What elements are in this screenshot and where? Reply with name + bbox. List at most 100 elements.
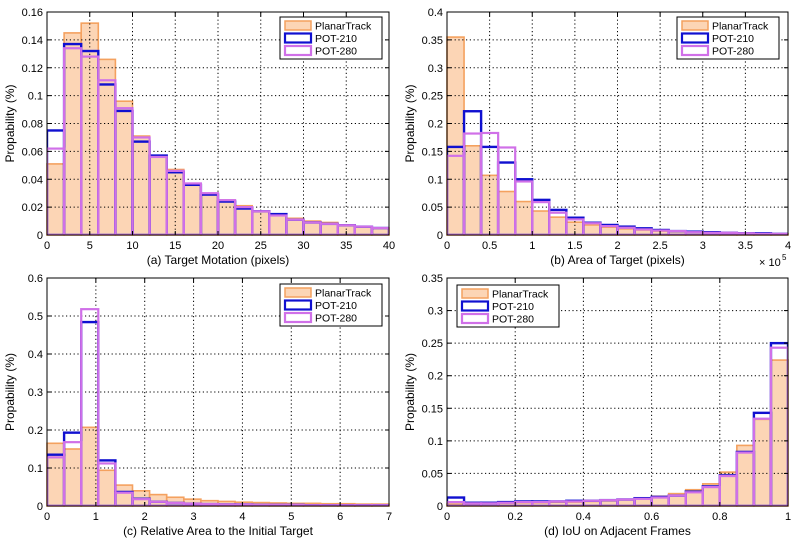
y-tick-label: 0 [437,501,443,513]
y-tick-label: 0.1 [28,91,43,103]
legend-swatch-0 [284,20,312,31]
x-tick-label: 10 [126,240,138,252]
bar-planartrack-8 [582,224,602,236]
bar-planartrack-6 [148,154,168,236]
x-tick-label: 1 [529,240,535,252]
y-axis-label: Propability (%) [403,353,417,431]
x-axis-label: (a) Target Motation (pixels) [147,253,290,267]
bar-planartrack-3 [97,58,117,236]
legend-label-0: PlanarTrack [315,21,372,33]
x-tick-label: 20 [212,240,224,252]
x-tick-label: 15 [169,240,181,252]
y-tick-label: 0.25 [422,338,443,350]
bar-planartrack-7 [165,496,185,507]
legend-swatch-0 [681,20,709,31]
y-tick-label: 0 [37,501,43,513]
chart-panel-3: 0 0.2 0.4 0.6 0.8 1 0 0.05 0.1 0.15 0.2 0.25 0.3 0.35… [403,273,791,538]
y-tick-label: 0.04 [22,174,43,186]
x-tick-label: 0 [44,511,50,523]
x-tick-label: 35 [340,240,352,252]
bar-planartrack-10 [217,199,236,236]
y-tick-label: 0.2 [428,119,443,131]
bar-planartrack-8 [183,184,202,236]
bar-pot280-3 [97,462,117,506]
y-tick-label: 0.4 [428,7,443,19]
x-tick-label: 2 [142,511,148,523]
y-axis-label: Propability (%) [3,353,17,431]
legend-label-0: PlanarTrack [712,21,769,33]
legend-label-2: POT-280 [492,314,534,326]
x-tick-label: 3.5 [738,240,753,252]
y-tick-label: 0.35 [422,35,443,47]
x-tick-label: 5 [288,511,294,523]
x-tick-label: 1 [93,511,99,523]
legend-swatch-1 [460,300,490,312]
y-tick-label: 0.2 [28,425,43,437]
legend-label-2: POT-280 [712,46,754,58]
bar-planartrack-0 [46,163,65,236]
x-tick-label: 0.6 [644,511,659,523]
bar-planartrack-16 [718,471,738,507]
x-tick-label: 3 [700,240,706,252]
x-tick-label: 3 [191,511,197,523]
y-tick-label: 0.2 [428,371,443,383]
y-tick-label: 0.02 [22,202,43,214]
y-tick-label: 0.14 [22,35,43,47]
bar-planartrack-1 [63,448,82,507]
bar-planartrack-19 [770,359,789,507]
bar-planartrack-2 [480,174,499,236]
y-tick-label: 0.05 [422,468,443,480]
y-tick-label: 0.3 [28,387,43,399]
bar-planartrack-1 [63,32,82,236]
bar-planartrack-4 [114,100,134,236]
legend-swatch-0 [461,288,489,299]
x-tick-label: 0 [444,240,450,252]
legend-swatch-2 [460,312,490,325]
y-tick-label: 0 [437,230,443,242]
bar-planartrack-13 [268,214,288,236]
axes-box [446,277,789,507]
y-tick-label: 0.1 [428,174,443,186]
y-tick-label: 0.25 [422,91,443,103]
y-tick-label: 0.3 [428,306,443,318]
bar-planartrack-3 [97,469,117,507]
bar-planartrack-6 [548,216,568,236]
bar-planartrack-1 [463,145,482,236]
x-exponent-label: × 10 [759,257,781,269]
x-tick-label: 6 [337,511,343,523]
legend-label-1: POT-210 [712,33,754,45]
legend-swatch-1 [283,32,313,44]
y-tick-label: 0.16 [22,7,43,19]
bar-planartrack-9 [200,193,219,236]
x-tick-label: 1.5 [567,240,582,252]
y-tick-label: 0.15 [422,403,443,415]
bar-planartrack-0 [446,36,465,236]
legend-label-2: POT-280 [315,313,357,325]
chart-panel-1: 0 0.5 1 1.5 2 2.5 3 3.5 4 0 0.05 0.1 0.15 0.2 0.25 0.3 0… [403,7,791,269]
y-tick-label: 0.08 [22,119,43,131]
legend-swatch-2 [680,44,710,57]
x-tick-label: 30 [297,240,309,252]
legend-swatch-2 [283,311,313,324]
legend-label-0: PlanarTrack [492,289,549,301]
bar-planartrack-11 [234,204,254,236]
legend-label-0: PlanarTrack [315,288,372,300]
x-tick-label: 0.5 [482,240,497,252]
x-tick-label: 4 [239,511,245,523]
bar-planartrack-2 [80,426,100,507]
y-tick-label: 0.35 [422,273,443,285]
chart-panel-2: 0 1 2 3 4 5 6 7 0 0.1 0.2 0.3 0.4 0.5 0.6 (c) Relative … [3,273,392,538]
y-tick-label: 0.1 [428,436,443,448]
legend-label-1: POT-210 [315,300,357,312]
legend-label-1: POT-210 [492,301,534,313]
bar-planartrack-18 [353,225,373,236]
y-tick-label: 0.12 [22,63,43,75]
legend-swatch-2 [283,44,313,57]
legend-swatch-1 [680,32,710,44]
bar-planartrack-6 [148,493,168,507]
